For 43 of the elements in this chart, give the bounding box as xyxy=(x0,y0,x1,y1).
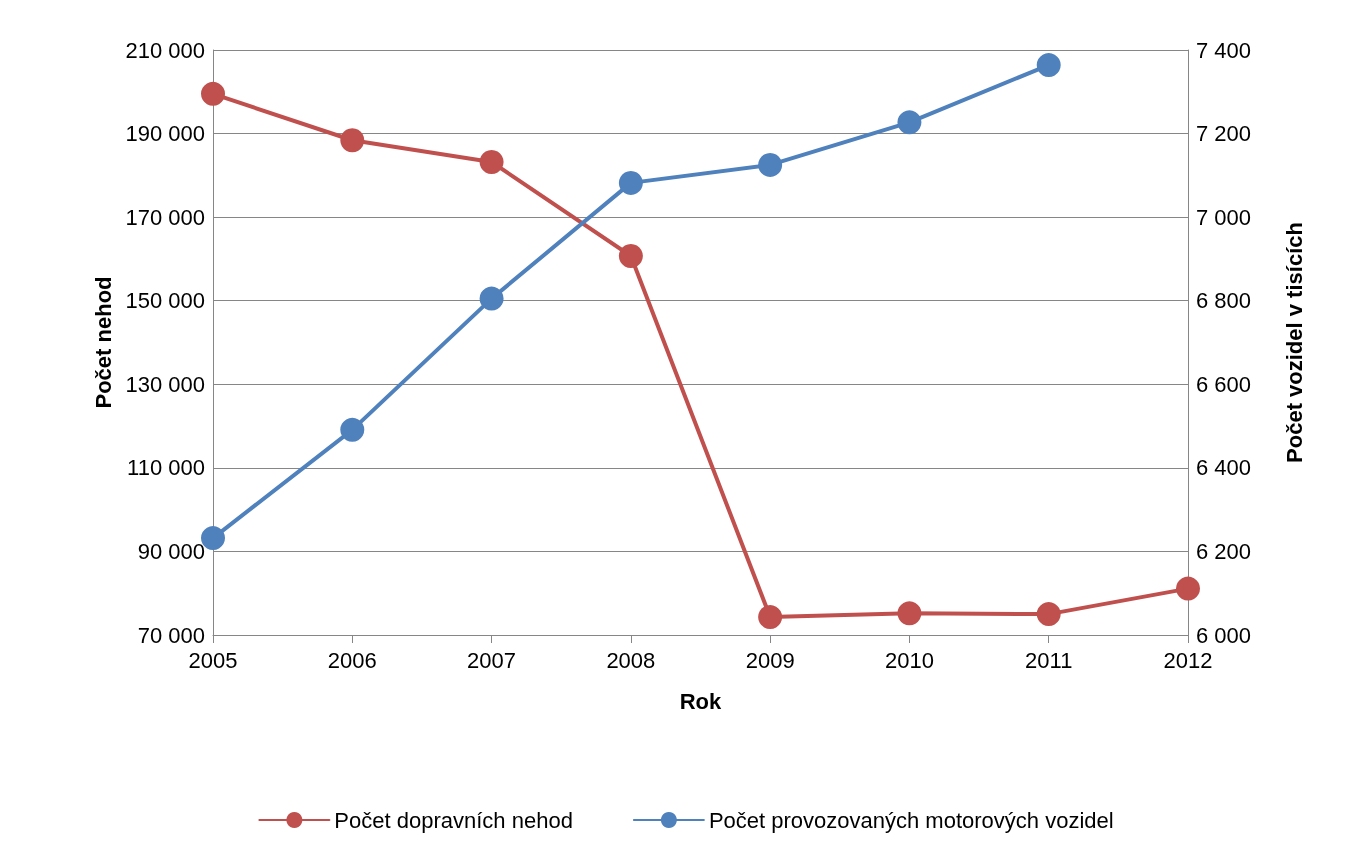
y2-axis-title: Počet vozidel v tisících xyxy=(1281,222,1307,463)
point xyxy=(1036,53,1061,78)
y-tick-label: 170 000 xyxy=(125,204,205,230)
x-tick-label: 2010 xyxy=(884,647,934,673)
y2-tick-label: 7 400 xyxy=(1196,37,1252,63)
point xyxy=(1176,576,1200,601)
point xyxy=(479,286,504,311)
x-tick-label: 2006 xyxy=(327,647,377,673)
point xyxy=(897,601,922,626)
y2-tick-label: 7 000 xyxy=(1196,204,1252,230)
y-tick-label: 150 000 xyxy=(125,288,205,314)
legend-label: Počet dopravních nehod xyxy=(334,807,573,833)
point xyxy=(758,605,783,630)
point xyxy=(897,110,922,135)
x-tick-label: 2007 xyxy=(467,647,517,673)
y2-tick-label: 6 000 xyxy=(1196,622,1252,648)
point xyxy=(618,244,643,268)
x-tick-label: 2005 xyxy=(188,647,238,673)
point xyxy=(1036,602,1061,627)
point xyxy=(618,170,643,195)
y-tick-label: 90 000 xyxy=(137,538,205,564)
point xyxy=(340,128,365,153)
y-tick-label: 70 000 xyxy=(137,622,205,648)
point xyxy=(201,81,225,106)
y2-tick-label: 6 400 xyxy=(1196,455,1252,481)
y-tick-label: 130 000 xyxy=(125,371,205,397)
y-axis-title: Počet nehod xyxy=(91,276,117,409)
y2-tick-label: 7 200 xyxy=(1196,121,1252,147)
y-tick-label: 110 000 xyxy=(127,455,205,481)
point xyxy=(758,152,783,177)
legend-label: Počet provozovaných motorových vozidel xyxy=(708,807,1114,833)
x-tick-label: 2008 xyxy=(606,647,656,673)
y2-tick-label: 6 600 xyxy=(1196,371,1252,397)
x-tick-label: 2012 xyxy=(1163,647,1213,673)
x-tick-label: 2009 xyxy=(745,647,795,673)
y-tick-label: 190 000 xyxy=(125,121,205,147)
point xyxy=(479,149,504,174)
point xyxy=(340,417,365,442)
x-axis-title: Rok xyxy=(679,688,723,714)
x-tick-label: 2011 xyxy=(1025,647,1073,673)
y2-tick-label: 6 800 xyxy=(1196,288,1252,314)
y-tick-label: 210 000 xyxy=(125,37,205,63)
y2-tick-label: 6 200 xyxy=(1196,538,1252,564)
